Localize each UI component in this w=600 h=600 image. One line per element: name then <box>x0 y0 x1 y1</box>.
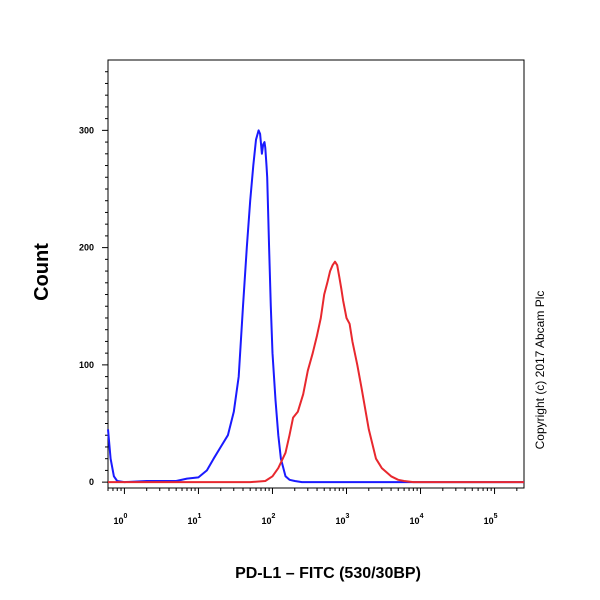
x-tick-label: 100 <box>113 513 127 526</box>
y-tick-label: 100 <box>79 360 94 370</box>
x-axis-title: PD-L1 – FITC (530/30BP) <box>235 565 421 582</box>
x-tick-label: 101 <box>187 513 201 526</box>
y-tick-label: 300 <box>79 125 94 135</box>
plot-frame <box>107 59 525 489</box>
y-tick-label: 0 <box>89 477 94 487</box>
axes <box>107 59 525 489</box>
x-tick-label: 103 <box>336 513 350 526</box>
y-tick-label: 200 <box>79 243 94 253</box>
x-tick-label: 105 <box>484 513 498 526</box>
histogram-series-2 <box>108 260 524 484</box>
y-axis-ticks: 0 100 200 300 <box>79 71 108 487</box>
y-axis-title: Count <box>31 243 53 301</box>
histogram-series-1 <box>107 129 524 484</box>
x-tick-label: 104 <box>410 513 424 526</box>
series-layer <box>107 129 524 484</box>
x-axis-ticks: 100 101 102 103 104 105 <box>107 488 518 526</box>
x-tick-label: 102 <box>262 513 276 526</box>
copyright-annotation: Copyright (c) 2017 Abcam Plc <box>533 291 547 450</box>
